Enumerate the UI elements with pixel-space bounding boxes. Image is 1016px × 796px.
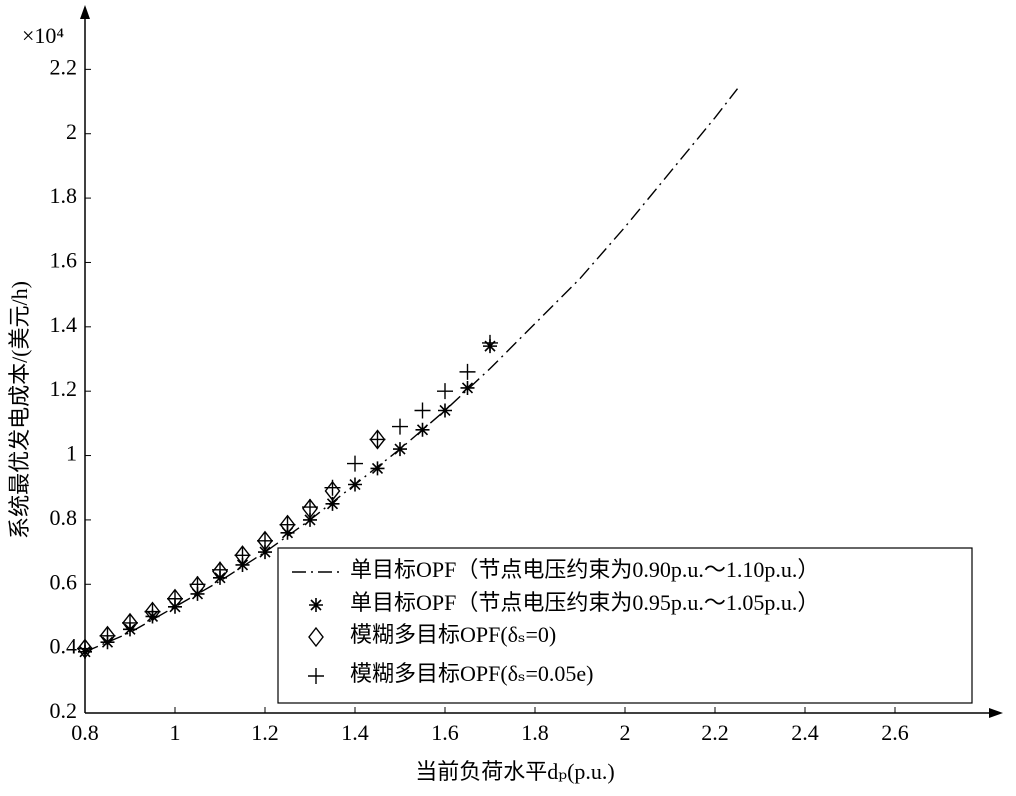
y-tick-label: 1.4 (50, 312, 78, 337)
x-tick-label: 1.6 (431, 720, 459, 745)
y-axis-arrow (80, 5, 90, 19)
y-tick-label: 0.8 (50, 505, 78, 530)
plus-marker (302, 499, 318, 516)
diamond-marker (234, 545, 251, 566)
x-tick-label: 0.8 (71, 720, 99, 745)
y-scale-label: ×10⁴ (22, 23, 64, 48)
plus-marker (257, 532, 273, 549)
diamond-marker (212, 561, 228, 582)
x-tick-label: 2.6 (881, 720, 909, 745)
plus-marker (212, 561, 228, 578)
plus-marker (308, 668, 324, 684)
y-tick-label: 0.4 (50, 634, 78, 659)
star-marker (348, 477, 362, 492)
star-marker (258, 545, 272, 560)
plus-marker (279, 516, 296, 533)
legend-label: 模糊多目标OPF(δₛ=0.05e) (350, 661, 593, 686)
diamond-marker (122, 612, 138, 634)
diamond-marker (167, 588, 183, 609)
x-axis-label: 当前负荷水平dₚ(p.u.) (415, 759, 614, 784)
diamond-marker (257, 530, 273, 551)
diamond-marker (302, 498, 318, 519)
plus-marker (324, 479, 341, 496)
y-tick-label: 0.6 (50, 569, 78, 594)
diamond-marker (308, 626, 324, 648)
star-marker (415, 422, 430, 437)
star-marker (325, 496, 340, 511)
diamond-marker (369, 429, 386, 450)
y-tick-label: 1.6 (50, 248, 78, 273)
y-tick-label: 2.2 (50, 54, 78, 79)
star-marker (309, 598, 323, 612)
plus-marker (234, 547, 251, 564)
x-tick-label: 2.4 (791, 720, 819, 745)
plus-marker (369, 431, 386, 448)
x-tick-label: 1.2 (251, 720, 279, 745)
legend-box (277, 547, 973, 704)
plus-marker (122, 614, 138, 631)
plus-marker (437, 383, 453, 400)
plus-marker (482, 334, 498, 351)
x-tick-label: 1 (170, 720, 181, 745)
plus-marker (392, 418, 408, 435)
y-tick-label: 1.8 (50, 183, 78, 208)
y-axis-label: 系统最优发电成本/(美元/h) (7, 281, 32, 539)
legend-label: 单目标OPF（节点电压约束为0.90p.u.～1.10p.u.） (350, 557, 819, 582)
star-marker (438, 403, 452, 418)
legend-label: 模糊多目标OPF(δₛ=0) (350, 622, 556, 647)
diamond-marker (99, 625, 116, 646)
x-tick-label: 2 (620, 720, 631, 745)
diamond-marker (144, 601, 161, 622)
y-tick-label: 2 (66, 119, 77, 144)
plus-marker (77, 640, 93, 657)
plus-marker (347, 455, 363, 472)
x-axis-arrow (989, 708, 1003, 718)
legend-label: 单目标OPF（节点电压约束为0.95p.u.～1.05p.u.） (350, 590, 819, 615)
plus-marker (414, 402, 431, 419)
star-marker (460, 380, 475, 395)
plus-marker (144, 603, 161, 620)
x-tick-label: 1.4 (341, 720, 369, 745)
diamond-marker (189, 575, 206, 597)
plus-marker (189, 576, 206, 593)
star-marker (213, 570, 227, 585)
x-tick-label: 2.2 (701, 720, 729, 745)
star-marker (303, 512, 317, 527)
y-tick-label: 1 (66, 441, 77, 466)
y-tick-label: 1.2 (50, 376, 78, 401)
star-marker (370, 461, 385, 476)
x-tick-label: 1.8 (521, 720, 549, 745)
star-marker (393, 442, 407, 457)
plus-marker (459, 363, 476, 380)
y-tick-label: 0.2 (50, 698, 78, 723)
plus-marker (167, 590, 183, 607)
diamond-marker (279, 514, 296, 535)
plus-marker (99, 627, 116, 644)
diamond-marker (77, 638, 93, 659)
